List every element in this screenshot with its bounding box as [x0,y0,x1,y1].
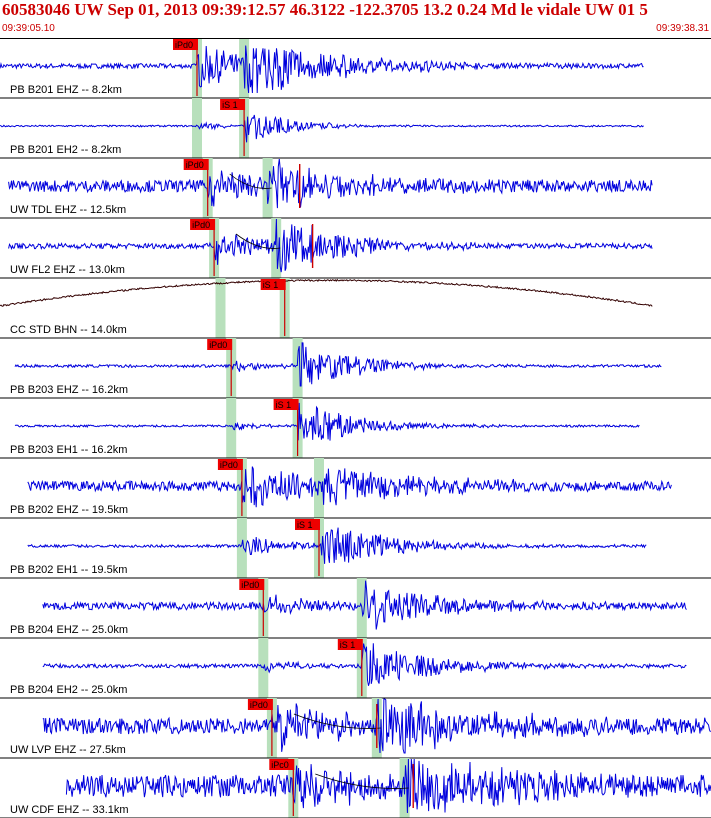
station-label: PB B204 EHZ -- 25.0km [10,624,128,636]
waveform-trace [0,114,644,143]
pick-marker-box [220,99,246,110]
phase-window-bar [314,458,324,518]
pick-marker-box [295,519,320,530]
waveform-trace [42,580,687,630]
pick-label: iPd0 [175,40,193,50]
record-header: 60583046 UW Sep 01, 2013 09:39:12.57 46.… [0,0,711,38]
seismogram-panel: iPd0 PB B201 EHZ -- 8.2km iS 1 PB B201 EH2 … [0,38,711,818]
pick-marker-box [183,159,209,170]
trace-panel: iPd0 PB B201 EHZ -- 8.2km [0,38,711,99]
trace-panel: iPd0 PB B203 EHZ -- 16.2km [0,338,711,399]
pick-label: iS 1 [222,100,238,110]
pick-marker-box [207,339,233,350]
waveform-trace [8,218,653,273]
station-label: UW TDL EHZ -- 12.5km [10,204,126,216]
pick-label: iS 1 [340,640,356,650]
pick-label: iS 1 [276,400,292,410]
pick-marker-box [269,759,295,770]
waveform-trace [14,342,662,387]
station-label: PB B204 EH2 -- 25.0km [10,684,127,696]
pick-label: iS 1 [263,280,279,290]
station-label: UW FL2 EHZ -- 13.0km [10,264,125,276]
trace-panel: iPd0 UW LVP EHZ -- 27.5km [0,698,711,759]
pick-label: iPc0 [271,760,289,770]
trace-panel: iPd0 PB B204 EHZ -- 25.0km [0,578,711,639]
pick-label: iPd0 [220,460,238,470]
waveform-trace [8,158,653,209]
station-label: UW LVP EHZ -- 27.5km [10,744,126,756]
waveform-trace [0,278,653,307]
station-label: PB B202 EH1 -- 19.5km [10,564,127,576]
waveform-trace [27,466,672,508]
station-label: PB B203 EH1 -- 16.2km [10,444,127,456]
travel-time-curve [293,713,381,729]
pick-marker-box [239,579,265,590]
pick-marker-box [273,399,299,410]
pick-marker-box [173,39,198,50]
pick-marker-box [217,459,243,470]
time-end-label: 09:39:38.31 [656,23,709,34]
trace-panel: iS 1 PB B202 EH1 -- 19.5km [0,518,711,579]
travel-time-curve [315,773,409,789]
trace-panel: iS 1 PB B204 EH2 -- 25.0km [0,638,711,699]
travel-time-curve [229,173,272,189]
pick-label: iPd0 [250,700,268,710]
station-label: PB B203 EHZ -- 16.2km [10,384,128,396]
pick-label: iPd0 [192,220,210,230]
travel-time-curve [235,233,281,249]
waveform-trace [42,643,687,686]
phase-window-bar [215,278,226,338]
trace-panel: iPd0 PB B202 EHZ -- 19.5km [0,458,711,519]
trace-panel: iPd0 UW TDL EHZ -- 12.5km [0,158,711,219]
phase-window-bar [236,518,247,578]
phase-window-bar [226,398,237,458]
pick-marker-box [337,639,363,650]
waveform-trace [27,527,647,564]
pick-marker-box [247,699,273,710]
waveform-trace [0,45,644,94]
pick-marker-box [190,219,216,230]
pick-label: iPd0 [186,160,204,170]
pick-label: iPd0 [209,340,227,350]
trace-panel: iPd0 UW FL2 EHZ -- 13.0km [0,218,711,279]
station-label: PB B201 EH2 -- 8.2km [10,144,121,156]
pick-label: iS 1 [297,520,313,530]
pick-label: iPd0 [241,580,259,590]
station-label: PB B201 EHZ -- 8.2km [10,84,122,96]
phase-window-bar [292,338,303,398]
waveform-trace [14,402,640,441]
station-label: PB B202 EHZ -- 19.5km [10,504,128,516]
event-title: 60583046 UW Sep 01, 2013 09:39:12.57 46.… [2,0,648,19]
phase-window-bar [192,98,202,158]
station-label: CC STD BHN -- 14.0km [10,324,127,336]
waveform-trace [65,758,711,814]
trace-panel: iS 1 PB B203 EH1 -- 16.2km [0,398,711,459]
trace-panel: iPc0 UW CDF EHZ -- 33.1km [0,758,711,818]
trace-panel: iS 1 CC STD BHN -- 14.0km [0,278,711,339]
time-start-label: 09:39:05.10 [2,23,55,34]
trace-panel: iS 1 PB B201 EH2 -- 8.2km [0,98,711,159]
pick-marker-box [260,279,286,290]
station-label: UW CDF EHZ -- 33.1km [10,804,129,816]
